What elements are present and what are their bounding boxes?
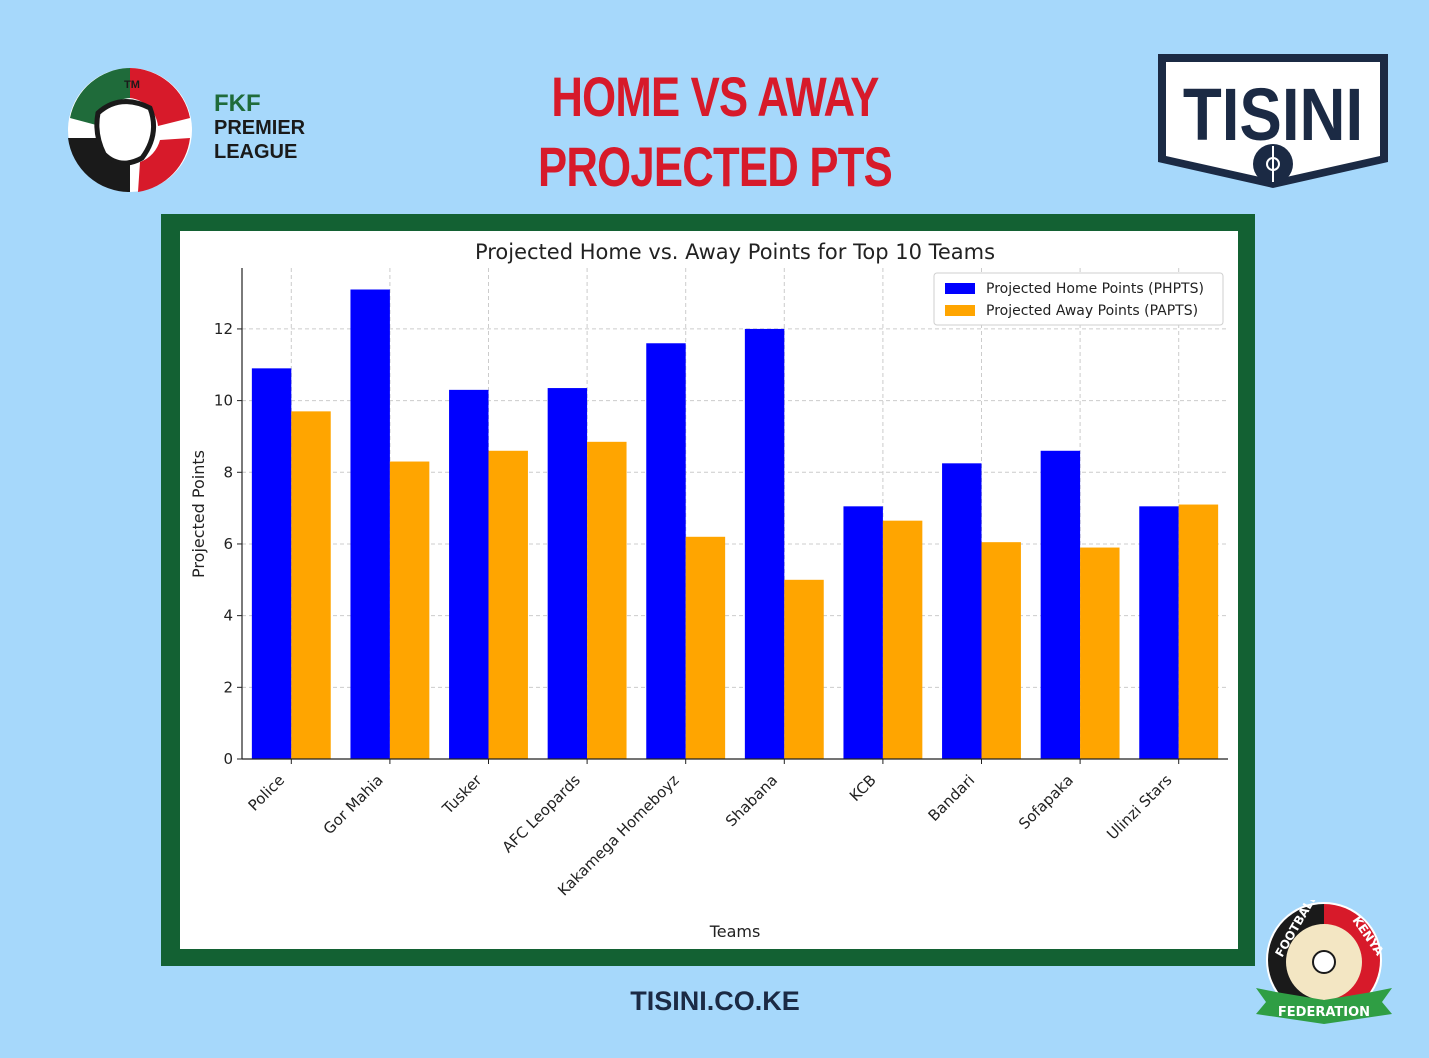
legend-label-away: Projected Away Points (PAPTS)	[986, 303, 1198, 319]
bar-away	[882, 520, 923, 759]
chart-legend: Projected Home Points (PHPTS) Projected …	[933, 272, 1224, 326]
bar-home	[449, 389, 489, 759]
logo-black-panel	[68, 138, 130, 193]
logo-red-panel	[130, 68, 190, 126]
chart-panel: 0 2 4 6 8 10 12 Police Gor Mahia Tusker AFC Leopar…	[180, 231, 1238, 949]
football-kenya-federation-logo: FOOTBALL KENYA FEDERATION	[1256, 900, 1392, 1024]
y-tick-label: 10	[214, 392, 233, 410]
bar-away	[685, 536, 726, 759]
bar-home	[942, 463, 982, 759]
x-tick-label: Police	[245, 771, 288, 814]
legend-box	[933, 272, 1224, 326]
x-tick-label: Tusker	[438, 771, 486, 819]
footer-url: TISINI.CO.KE	[630, 986, 800, 1016]
bar-away	[587, 441, 627, 759]
bar-home	[646, 343, 686, 759]
fkf-premier-league-logo: TM	[68, 68, 192, 193]
bar-home	[1139, 506, 1179, 759]
bar-away	[389, 461, 430, 759]
bar-home	[547, 388, 588, 759]
y-tick-label: 0	[223, 750, 233, 768]
bar-home	[744, 328, 785, 759]
tisini-wordmark: TISINI	[1183, 74, 1363, 157]
fkf-wordmark: FKF PREMIER LEAGUE	[214, 92, 305, 164]
logo-red-panel-2	[138, 138, 190, 192]
bar-away	[291, 411, 331, 759]
legend-swatch-away	[945, 305, 975, 316]
trademark-text: TM	[124, 79, 140, 91]
bar-away	[981, 542, 1021, 759]
bar-away	[488, 450, 528, 759]
legend-label-home: Projected Home Points (PHPTS)	[986, 281, 1204, 297]
lion-head-shape	[94, 99, 157, 166]
tisini-shield-inner	[1166, 62, 1380, 180]
x-tick-label: Shabana	[722, 771, 781, 830]
ball-icon	[1312, 950, 1336, 974]
fkf-wordmark-line-2: PREMIER	[214, 117, 306, 139]
bar-home	[251, 368, 292, 759]
x-tick-label: Gor Mahia	[320, 771, 387, 838]
y-tick-label: 6	[223, 535, 233, 553]
x-tick-label: KCB	[846, 771, 880, 805]
x-tick-label: Sofapaka	[1015, 771, 1077, 833]
y-tick-label: 2	[223, 678, 233, 696]
bar-away	[1080, 547, 1120, 759]
legend-swatch-home	[945, 283, 975, 294]
x-axis-label: Teams	[709, 922, 761, 941]
fkf-wordmark-line-3: LEAGUE	[214, 141, 298, 163]
headline-line-1: HOME VS AWAY PROJECTED PTS	[538, 65, 893, 198]
fed-ribbon-text: FEDERATION	[1278, 1005, 1370, 1020]
tisini-logo: TISINI	[1158, 54, 1388, 188]
y-axis-label: Projected Points	[189, 450, 208, 578]
y-tick-label: 8	[223, 463, 233, 481]
bar-home	[350, 289, 390, 759]
bar-chart: 0 2 4 6 8 10 12 Police Gor Mahia Tusker AFC Leopar…	[189, 240, 1228, 941]
bar-away	[1178, 504, 1219, 759]
bar-away	[784, 579, 824, 759]
bar-home	[843, 506, 883, 759]
bar-home	[1040, 450, 1081, 759]
fed-ribbon	[1256, 988, 1392, 1024]
fkf-wordmark-line-1: FKF	[214, 90, 261, 117]
chart-title: Projected Home vs. Away Points for Top 1…	[475, 240, 995, 264]
y-tick-label: 4	[223, 607, 233, 625]
x-tick-label: Bandari	[925, 771, 979, 825]
logo-green-panel	[70, 68, 130, 126]
y-tick-label: 12	[214, 320, 233, 338]
x-tick-label: AFC Leopards	[499, 771, 584, 856]
x-tick-label: Ulinzi Stars	[1103, 771, 1175, 843]
